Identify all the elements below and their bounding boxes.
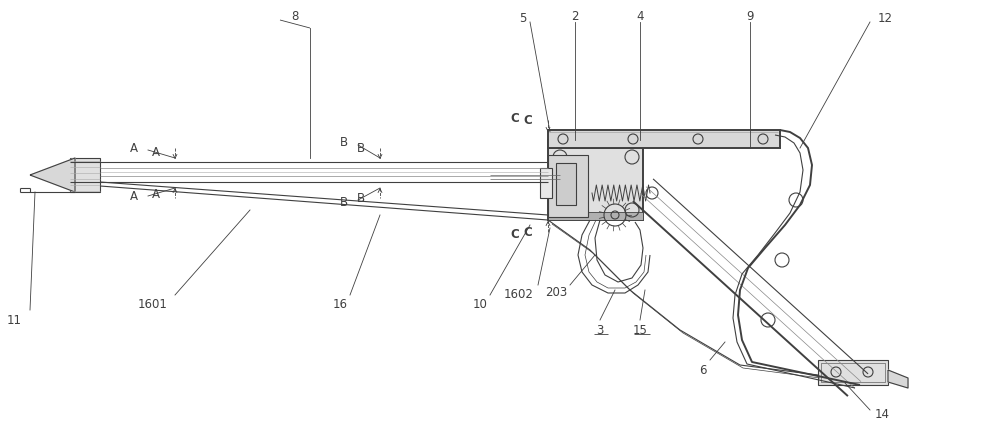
Bar bbox=[548, 130, 780, 148]
Text: 1602: 1602 bbox=[504, 288, 534, 301]
Text: 15: 15 bbox=[633, 323, 647, 337]
Text: 2: 2 bbox=[571, 10, 579, 24]
Text: B: B bbox=[357, 191, 365, 205]
Text: B: B bbox=[340, 136, 348, 150]
Text: 16: 16 bbox=[333, 298, 348, 311]
Text: C: C bbox=[510, 111, 519, 125]
Polygon shape bbox=[30, 158, 75, 192]
Text: 10: 10 bbox=[473, 298, 488, 311]
Bar bbox=[818, 360, 888, 385]
Text: 9: 9 bbox=[746, 10, 754, 24]
Bar bbox=[821, 363, 885, 382]
Text: C: C bbox=[523, 225, 532, 239]
Bar bbox=[548, 140, 643, 148]
Text: A: A bbox=[130, 141, 138, 154]
Text: 203: 203 bbox=[545, 286, 567, 300]
Text: A: A bbox=[152, 145, 160, 159]
Text: 5: 5 bbox=[520, 12, 527, 25]
Bar bbox=[548, 212, 643, 220]
Bar bbox=[70, 158, 100, 192]
Text: 3: 3 bbox=[596, 323, 604, 337]
Text: 8: 8 bbox=[291, 10, 299, 24]
Bar bbox=[548, 140, 643, 220]
Text: 1601: 1601 bbox=[138, 298, 168, 311]
Text: A: A bbox=[152, 188, 160, 202]
Text: 11: 11 bbox=[7, 313, 22, 326]
Text: A: A bbox=[130, 190, 138, 203]
Text: C: C bbox=[523, 114, 532, 126]
Text: B: B bbox=[357, 141, 365, 154]
Text: C: C bbox=[510, 228, 519, 242]
Text: 6: 6 bbox=[700, 363, 707, 377]
Polygon shape bbox=[888, 370, 908, 388]
Text: 14: 14 bbox=[875, 408, 890, 421]
Text: 4: 4 bbox=[636, 10, 644, 24]
Bar bbox=[548, 155, 588, 217]
Bar bbox=[556, 163, 576, 205]
Text: 12: 12 bbox=[878, 12, 893, 25]
Text: B: B bbox=[340, 196, 348, 209]
Bar bbox=[540, 168, 552, 198]
